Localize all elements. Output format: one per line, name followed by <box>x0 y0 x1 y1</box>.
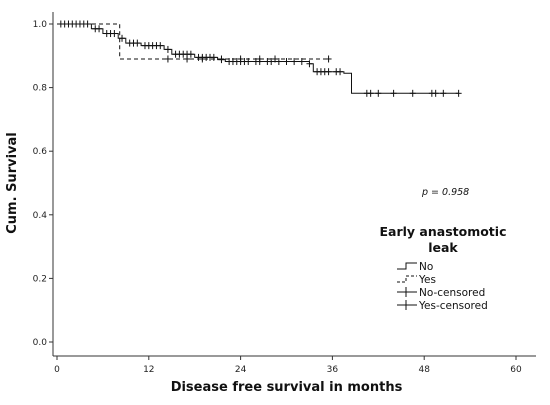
censor-mark-yes <box>164 55 171 63</box>
censor-mark-no <box>291 58 298 66</box>
censor-mark-no <box>164 45 171 53</box>
legend-swatch-no <box>397 262 417 270</box>
censor-mark-no <box>275 58 282 66</box>
x-axis: 0 12 24 36 48 60 <box>53 355 536 375</box>
y-tick-label: 0.0 <box>33 338 48 348</box>
legend-label: Yes <box>418 274 436 286</box>
y-tick-label: 0.4 <box>33 211 48 221</box>
x-axis-title: Disease free survival in months <box>171 380 403 395</box>
x-tick-label: 36 <box>327 365 339 375</box>
y-tick-label: 0.6 <box>33 147 48 157</box>
y-tick-label: 0.2 <box>33 274 47 284</box>
censor-mark-no <box>268 58 275 66</box>
x-tick-label: 48 <box>418 365 430 375</box>
censor-mark-yes <box>184 55 191 63</box>
censor-mark-no <box>375 89 382 97</box>
y-axis-title: Cum. Survival <box>5 132 20 233</box>
censor-mark-no <box>325 68 332 76</box>
censor-mark-no <box>134 39 141 47</box>
censor-mark-no <box>111 30 118 38</box>
legend-entry-yes: Yes <box>397 274 436 286</box>
legend-label: No <box>419 261 433 273</box>
censor-mark-no <box>432 89 439 97</box>
series-line-yes <box>57 23 329 60</box>
p-value-annotation: p = 0.958 <box>421 187 469 198</box>
x-tick-label: 60 <box>510 365 522 375</box>
censor-mark-no <box>306 60 313 68</box>
y-tick-label: 0.8 <box>33 84 48 94</box>
legend-entry-yes-censored: Yes-censored <box>397 300 488 312</box>
legend-entry-no: No <box>397 261 433 273</box>
censor-mark-no <box>96 25 103 33</box>
x-tick-label: 24 <box>235 365 247 375</box>
censor-mark-no <box>157 42 164 50</box>
censor-mark-no <box>409 89 416 97</box>
censor-mark-yes <box>218 55 225 63</box>
legend-title-line-1: Early anastomotic <box>380 224 507 239</box>
legend-label: Yes-censored <box>418 300 488 312</box>
censor-mark-yes <box>272 55 279 63</box>
x-tick-label: 0 <box>54 365 60 375</box>
legend-entry-no-censored: No-censored <box>397 287 485 299</box>
censor-mark-no <box>455 89 462 97</box>
censor-mark-no <box>367 89 374 97</box>
censor-mark-no <box>390 89 397 97</box>
censor-mark-yes <box>325 55 332 63</box>
censor-mark-yes <box>256 55 263 63</box>
legend-label: No-censored <box>419 287 485 299</box>
legend-title-line-2: leak <box>428 240 458 255</box>
censor-mark-no <box>283 58 290 66</box>
censor-mark-no <box>210 53 217 61</box>
x-tick-label: 12 <box>143 365 154 375</box>
censor-mark-no <box>298 58 305 66</box>
legend: Early anastomotic leak NoYesNo-censoredY… <box>380 224 507 312</box>
legend-swatch-yes <box>397 275 417 283</box>
y-axis: 0.0 0.2 0.4 0.6 0.8 1.0 <box>33 12 54 356</box>
censor-mark-yes <box>199 55 206 63</box>
censor-mark-no <box>187 50 194 58</box>
series-layer <box>57 20 462 97</box>
censor-mark-yes <box>237 55 244 63</box>
censor-mark-no <box>337 68 344 76</box>
y-tick-label: 1.0 <box>33 20 48 30</box>
censor-mark-no <box>440 89 447 97</box>
